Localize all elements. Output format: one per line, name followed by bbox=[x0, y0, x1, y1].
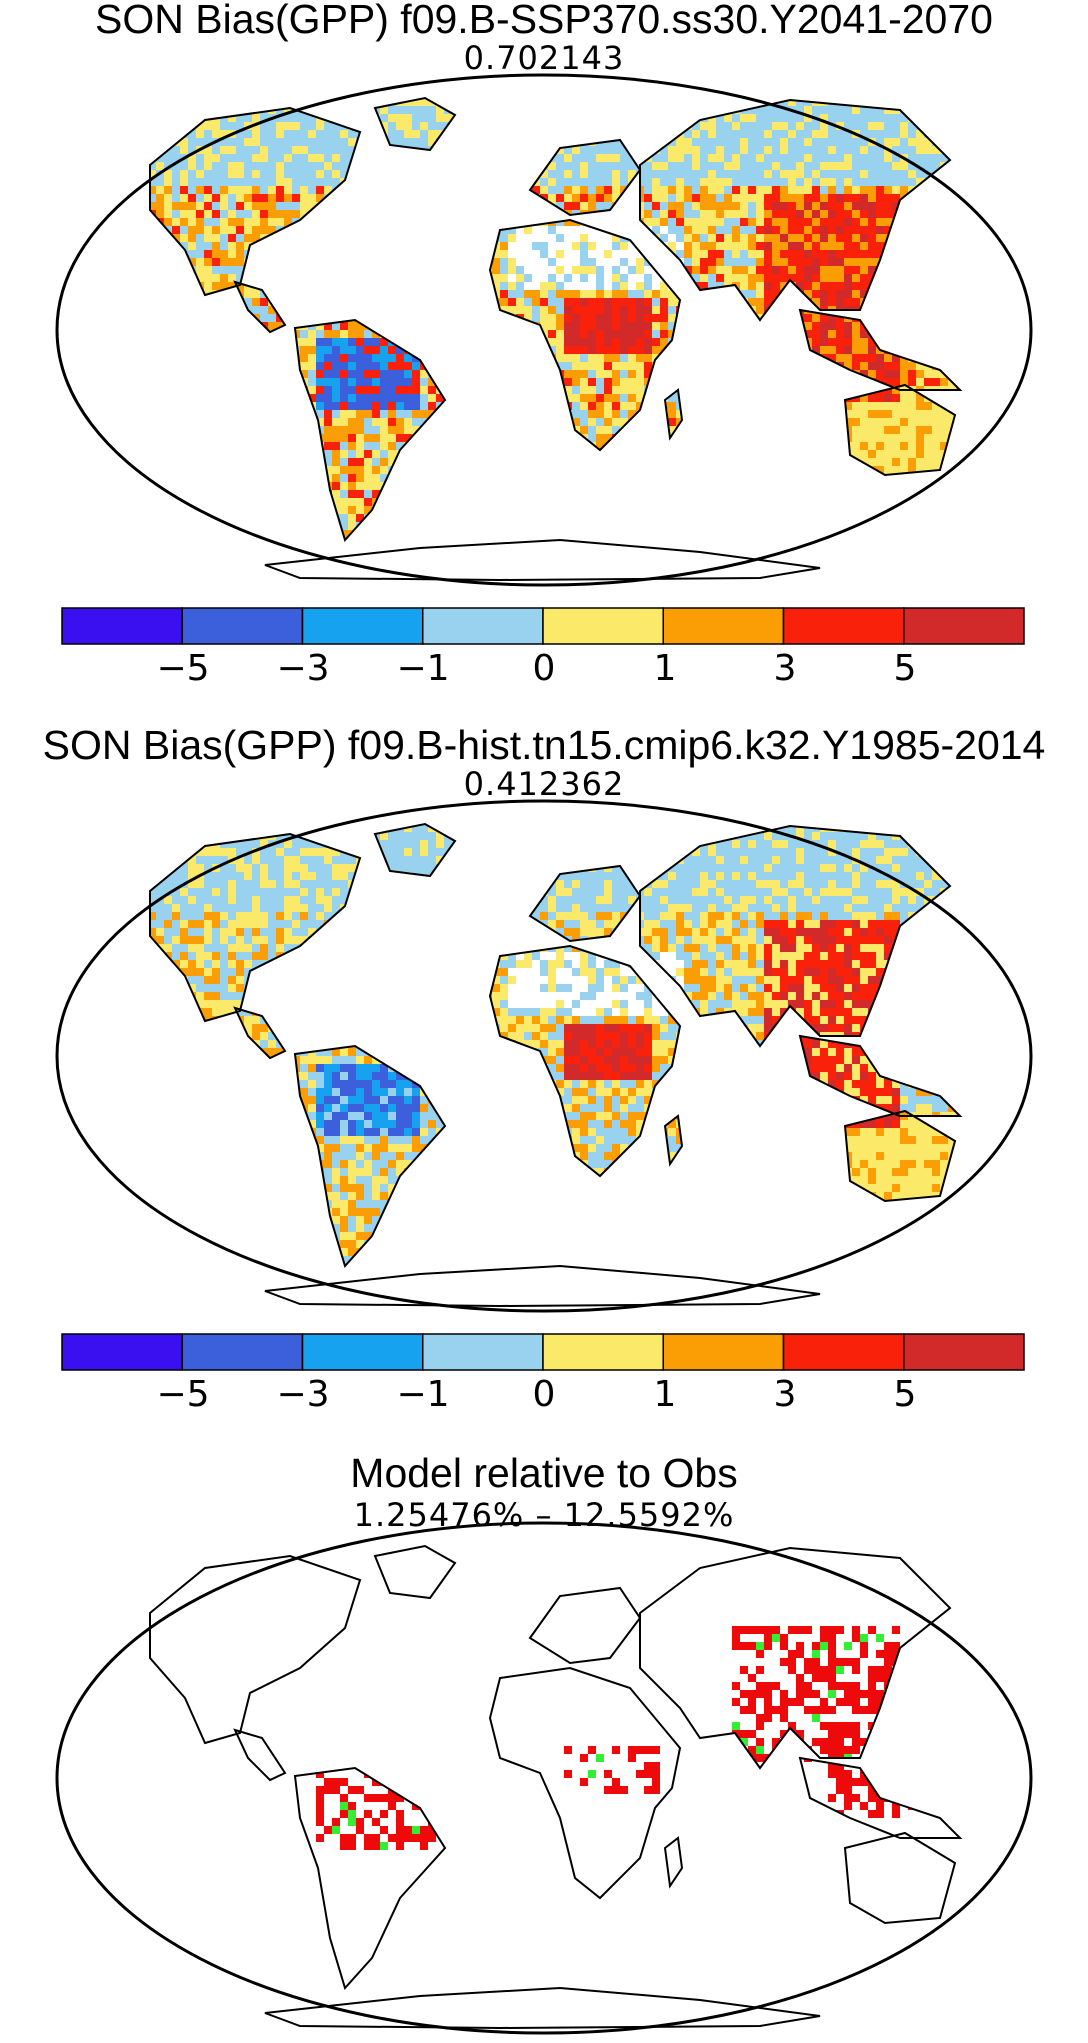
panel-3-title: Model relative to Obs bbox=[350, 1450, 738, 1496]
colorbar-swatch bbox=[181, 1333, 304, 1371]
colorbar-swatch bbox=[422, 607, 544, 645]
colorbar-swatch bbox=[542, 607, 664, 645]
colorbar-swatch bbox=[181, 607, 304, 645]
map-panel-1 bbox=[55, 73, 1033, 587]
colorbar-2 bbox=[61, 1333, 1025, 1371]
panel-2-subtitle: 0.412362 bbox=[463, 765, 625, 803]
colorbar-swatch bbox=[782, 1333, 905, 1371]
map-panel-3 bbox=[55, 1521, 1033, 2035]
tick-label: 3 bbox=[773, 648, 797, 689]
tick-label: −3 bbox=[276, 1374, 330, 1415]
colorbar-swatch bbox=[662, 1333, 785, 1371]
coastline bbox=[149, 96, 963, 582]
colorbar-swatch bbox=[782, 607, 905, 645]
colorbar-swatch bbox=[301, 607, 424, 645]
tick-label: 5 bbox=[893, 1374, 917, 1415]
tick-label: −5 bbox=[156, 1374, 210, 1415]
gridded-field bbox=[150, 98, 960, 540]
tick-label: −1 bbox=[396, 1374, 450, 1415]
panel-1-title: SON Bias(GPP) f09.B-SSP370.ss30.Y2041-20… bbox=[95, 0, 993, 42]
panel-3-subtitle: 1.25476% – 12.5592% bbox=[353, 1496, 735, 1534]
gridded-field bbox=[150, 824, 960, 1266]
colorbar-1 bbox=[61, 607, 1025, 645]
colorbar-swatch bbox=[61, 607, 183, 645]
colorbar-swatch bbox=[422, 1333, 544, 1371]
tick-label: 1 bbox=[653, 648, 677, 689]
colorbar-swatch bbox=[903, 607, 1025, 645]
tick-label: 0 bbox=[532, 648, 556, 689]
panel-1-subtitle: 0.702143 bbox=[463, 39, 625, 77]
panel-2-title: SON Bias(GPP) f09.B-hist.tn15.cmip6.k32.… bbox=[42, 722, 1046, 768]
tick-label: 1 bbox=[653, 1374, 677, 1415]
colorbar-swatch bbox=[662, 607, 785, 645]
map-panel-2 bbox=[55, 799, 1033, 1313]
coastline bbox=[149, 1544, 963, 2030]
coastline bbox=[149, 822, 963, 1308]
tick-label: 0 bbox=[532, 1374, 556, 1415]
colorbar-swatch bbox=[61, 1333, 183, 1371]
colorbar-swatch bbox=[301, 1333, 424, 1371]
tick-label: 5 bbox=[893, 648, 917, 689]
tick-label: −3 bbox=[276, 648, 330, 689]
tick-label: 3 bbox=[773, 1374, 797, 1415]
tick-label: −5 bbox=[156, 648, 210, 689]
tick-label: −1 bbox=[396, 648, 450, 689]
colorbar-swatch bbox=[542, 1333, 664, 1371]
colorbar-swatch bbox=[903, 1333, 1025, 1371]
